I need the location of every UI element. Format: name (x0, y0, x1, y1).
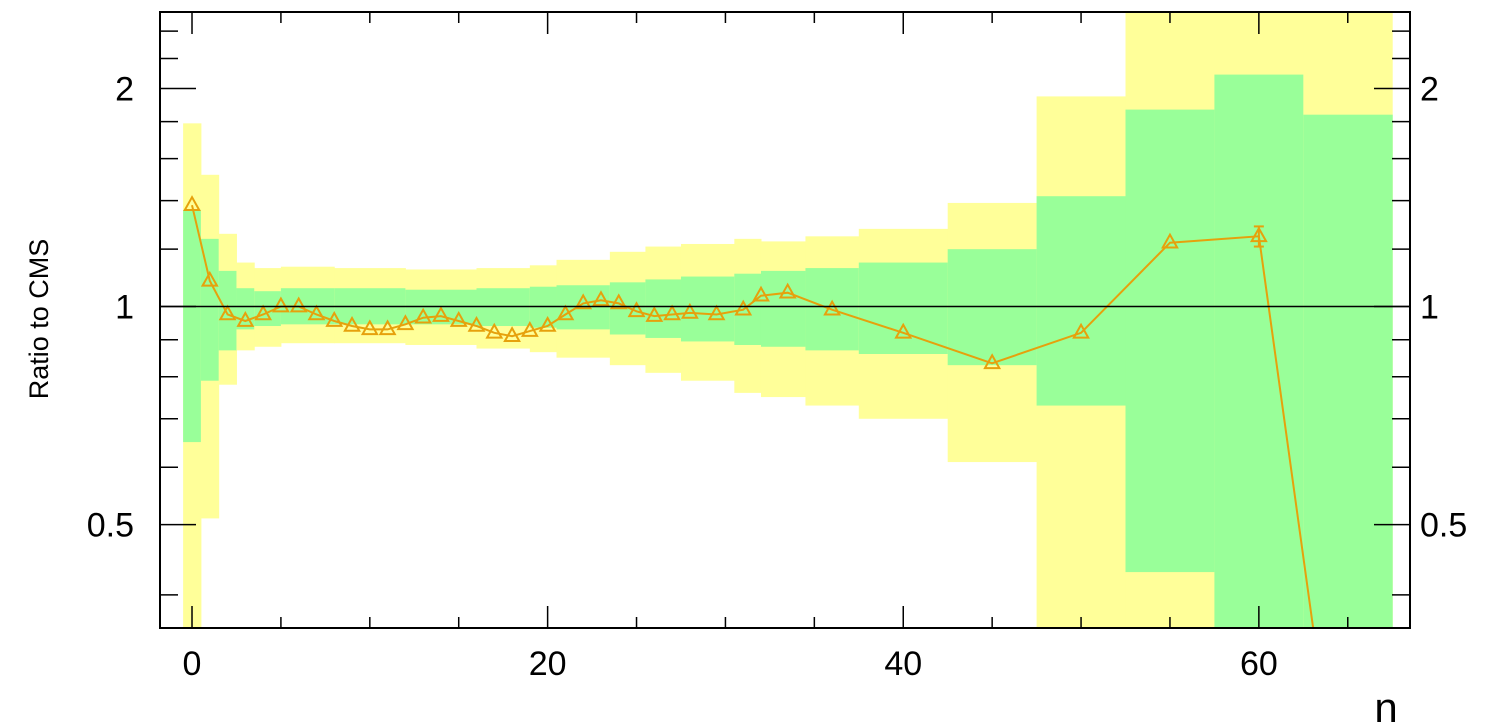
data-point (609, 293, 628, 310)
x-tick-label-0: 0 (183, 645, 202, 683)
data-point (1072, 322, 1090, 339)
inner-band-19 (1036, 196, 1127, 406)
y-tick-label-left-2: 2 (115, 70, 134, 108)
y-tick-label-right-2: 2 (1420, 70, 1439, 108)
data-point (360, 319, 379, 336)
data-point (467, 315, 486, 332)
data-point (432, 306, 450, 322)
data-point (752, 285, 770, 302)
y-tick-label-left-0: 0.5 (87, 507, 134, 545)
uncertainty-bands (183, 12, 1393, 628)
data-point (289, 296, 308, 313)
data-point (236, 310, 255, 327)
data-point (485, 322, 504, 339)
inner-band-1 (200, 238, 220, 381)
inner-band-0 (183, 209, 202, 443)
series-polyline (191, 204, 1315, 628)
axis-labels: Ratio to CMS n (24, 239, 1398, 728)
data-point (200, 270, 219, 287)
x-axis-label: n (1374, 684, 1397, 728)
plot-border (159, 11, 1411, 629)
data-point (503, 326, 521, 343)
data-point (894, 322, 913, 339)
data-point (1161, 232, 1179, 249)
data-point (663, 304, 682, 321)
data-point (983, 353, 1002, 370)
data-point (645, 306, 664, 322)
data-point (272, 296, 290, 313)
y-tick-label-right-0: 0.5 (1420, 507, 1467, 545)
inner-band-13 (680, 276, 735, 342)
data-point (707, 304, 726, 321)
data-point (414, 307, 433, 324)
x-tick-label-1: 20 (529, 645, 567, 683)
data-point (680, 302, 699, 319)
data-point (823, 299, 842, 316)
inner-band-21 (1214, 74, 1304, 628)
data-point (325, 310, 344, 327)
data-point (778, 282, 797, 299)
data-point (218, 304, 237, 321)
data-point (307, 304, 326, 321)
inner-band-22 (1303, 114, 1393, 628)
inner-band-20 (1125, 109, 1215, 573)
data-point (396, 314, 415, 331)
series-line (183, 195, 1315, 628)
data-point (378, 319, 397, 336)
data-point (449, 310, 468, 327)
y-tick-label-left-1: 1 (115, 289, 134, 327)
data-point (1249, 226, 1268, 243)
data-point (520, 321, 539, 337)
plot-frame: 0 20 40 60 0.5 0.5 1 1 2 2 (87, 11, 1467, 683)
data-point (254, 304, 273, 321)
data-point (734, 299, 753, 316)
inner-band-15 (760, 270, 806, 347)
inner-band-2 (218, 270, 237, 351)
x-tick-label-3: 60 (1240, 645, 1278, 683)
inner-band-12 (645, 279, 682, 338)
y-tick-label-right-1: 1 (1420, 289, 1439, 327)
data-point (627, 301, 646, 318)
x-tick-label-2: 40 (884, 645, 922, 683)
y-axis-label: Ratio to CMS (24, 239, 54, 400)
data-point (592, 290, 610, 307)
data-point (538, 315, 557, 332)
data-point (574, 293, 593, 310)
inner-band-17 (858, 262, 949, 354)
data-point (183, 195, 201, 211)
data-point (556, 304, 575, 321)
data-point (343, 315, 361, 332)
